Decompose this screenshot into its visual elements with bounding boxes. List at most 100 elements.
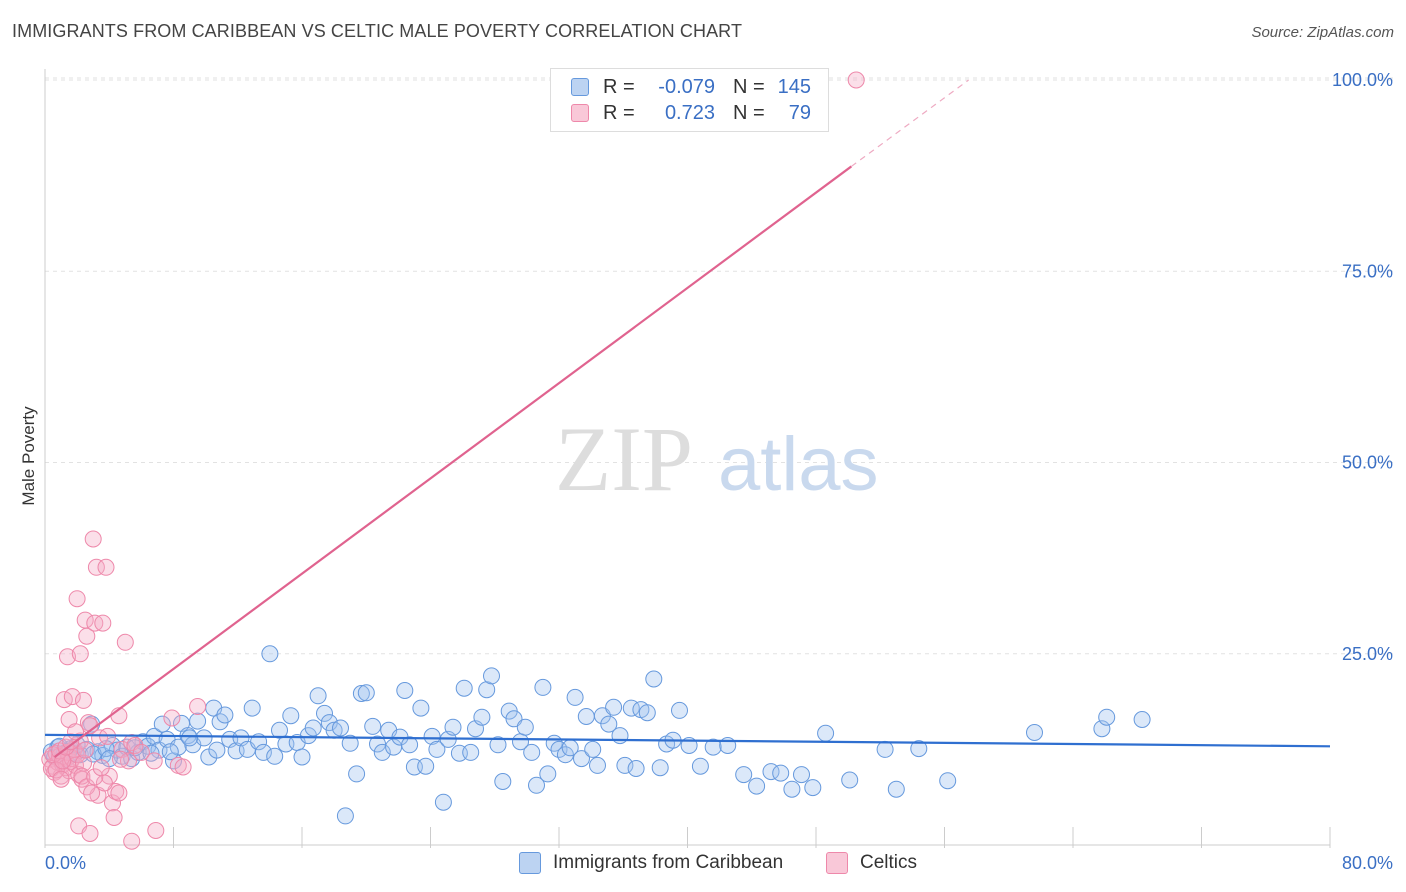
point-caribbean	[691, 757, 709, 775]
point-celtics	[78, 627, 96, 645]
tick-labels: 25.0% 50.0% 75.0% 100.0% 0.0% 80.0%	[45, 70, 1393, 873]
point-caribbean	[584, 740, 602, 758]
point-caribbean	[261, 645, 279, 663]
point-caribbean	[271, 721, 288, 739]
point-caribbean	[336, 807, 354, 825]
point-celtics	[145, 752, 163, 770]
point-caribbean	[243, 699, 261, 717]
point-celtics	[76, 741, 94, 759]
point-caribbean	[254, 743, 272, 761]
point-celtics	[79, 714, 97, 732]
point-celtics	[86, 768, 104, 786]
point-caribbean	[528, 776, 545, 794]
point-caribbean	[489, 736, 507, 754]
point-caribbean	[566, 688, 584, 706]
point-caribbean	[627, 760, 645, 777]
point-caribbean	[1098, 708, 1116, 726]
trend-line-celtics	[53, 165, 852, 758]
point-celtics	[71, 645, 89, 663]
point-celtics	[71, 732, 89, 750]
y-tick-label: 75.0%	[1342, 261, 1393, 281]
legend-item-celtics[interactable]: Celtics	[826, 852, 917, 874]
point-celtics	[83, 784, 101, 802]
point-caribbean	[1026, 724, 1043, 741]
r-label: R =	[603, 75, 635, 98]
point-caribbean	[577, 708, 595, 725]
point-caribbean	[616, 756, 634, 774]
x-tick-label: 0.0%	[45, 853, 86, 873]
point-celtics	[63, 688, 81, 706]
point-caribbean	[293, 748, 311, 766]
point-caribbean	[534, 678, 552, 696]
point-celtics	[105, 809, 123, 826]
r-value: 0.723	[664, 101, 715, 124]
point-caribbean	[910, 740, 928, 758]
point-caribbean	[181, 729, 199, 747]
point-caribbean	[841, 771, 859, 789]
point-caribbean	[195, 729, 213, 747]
point-caribbean	[772, 764, 790, 782]
point-caribbean	[876, 740, 894, 758]
point-caribbean	[573, 750, 590, 768]
legend-item-caribbean[interactable]: Immigrants from Caribbean	[519, 852, 783, 874]
point-caribbean	[611, 727, 629, 745]
point-caribbean	[304, 719, 322, 737]
r-label: R =	[603, 101, 635, 124]
trend-line-caribbean	[44, 733, 1331, 748]
point-caribbean	[817, 724, 835, 742]
point-celtics	[92, 759, 110, 777]
grid	[45, 77, 1393, 655]
point-celtics	[52, 770, 70, 788]
x-tick-label: 80.0%	[1342, 853, 1393, 873]
legend-swatch-pink	[826, 852, 848, 874]
legend-swatch-pink	[571, 104, 589, 122]
point-caribbean	[462, 743, 480, 761]
point-celtics	[112, 750, 129, 768]
y-axis-label: Male Poverty	[19, 406, 38, 506]
point-caribbean	[473, 708, 491, 726]
point-celtics	[75, 754, 92, 772]
point-caribbean	[748, 777, 766, 795]
point-celtics	[87, 558, 105, 576]
point-caribbean	[316, 704, 333, 722]
legend-label: Immigrants from Caribbean	[553, 852, 784, 873]
y-tick-label: 100.0%	[1332, 70, 1393, 90]
point-caribbean	[589, 756, 606, 774]
point-caribbean	[332, 719, 349, 737]
point-celtics	[59, 648, 76, 666]
point-celtics	[75, 691, 92, 709]
point-celtics	[84, 530, 102, 548]
point-caribbean	[651, 759, 669, 777]
point-caribbean	[282, 707, 300, 725]
point-caribbean	[444, 718, 462, 736]
point-caribbean	[373, 743, 391, 761]
point-caribbean	[428, 740, 446, 758]
point-caribbean	[939, 772, 957, 790]
r-value: -0.079	[658, 75, 715, 98]
legend-row-celtics: R = 0.723 N = 79	[571, 100, 811, 126]
point-caribbean	[605, 698, 623, 716]
point-celtics	[174, 758, 192, 776]
point-caribbean	[638, 704, 656, 722]
point-caribbean	[417, 757, 435, 775]
point-celtics	[163, 709, 181, 727]
point-caribbean	[161, 743, 179, 761]
legend-label: Celtics	[860, 852, 918, 873]
point-caribbean	[704, 738, 722, 756]
point-caribbean	[434, 793, 452, 811]
point-caribbean	[793, 766, 810, 784]
point-celtics	[110, 784, 128, 802]
point-celtics	[116, 633, 134, 651]
point-caribbean	[412, 699, 430, 717]
correlation-legend: R = -0.079 N = 145 R = 0.723 N = 79	[550, 68, 829, 132]
point-caribbean	[396, 682, 414, 699]
series-legend: Immigrants from Caribbean Celtics	[0, 852, 1406, 878]
point-caribbean	[735, 766, 753, 784]
point-caribbean	[352, 685, 370, 702]
point-celtics	[189, 698, 207, 715]
trend-lines	[44, 79, 1331, 758]
point-celtics	[147, 822, 165, 839]
trend-extension-celtics	[850, 79, 969, 167]
point-caribbean	[357, 684, 375, 702]
